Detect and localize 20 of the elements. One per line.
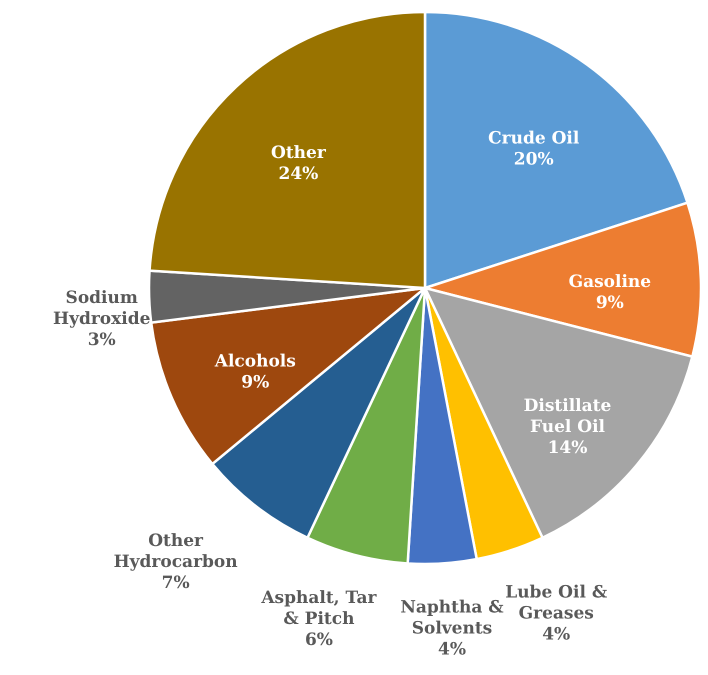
data-label: 9% bbox=[596, 293, 624, 314]
data-label: 14% bbox=[548, 438, 588, 458]
data-label: 7% bbox=[162, 572, 190, 593]
data-label: 20% bbox=[514, 149, 554, 170]
slice-label: Other bbox=[271, 143, 327, 164]
slice-label: Crude Oil bbox=[488, 128, 580, 148]
data-label: 3% bbox=[88, 330, 116, 350]
slice-label: Lube Oil & Greases bbox=[505, 582, 608, 624]
slice-label: Asphalt, Tar & Pitch bbox=[260, 588, 378, 629]
data-label: 9% bbox=[241, 372, 270, 392]
slice-label: Sodium Hydroxide bbox=[52, 288, 151, 330]
data-label: 6% bbox=[304, 630, 333, 650]
slice-label: Other Hydrocarbon bbox=[114, 530, 238, 572]
slice-label: Distillate Fuel Oil bbox=[524, 396, 612, 437]
slice-label: Alcohols bbox=[214, 351, 296, 372]
slice-label: Naphtha & Solvents bbox=[400, 597, 504, 638]
data-label: 4% bbox=[542, 624, 570, 644]
data-label: 24% bbox=[278, 164, 318, 184]
data-label: 4% bbox=[438, 639, 466, 660]
slice-label: Gasoline bbox=[568, 272, 652, 292]
